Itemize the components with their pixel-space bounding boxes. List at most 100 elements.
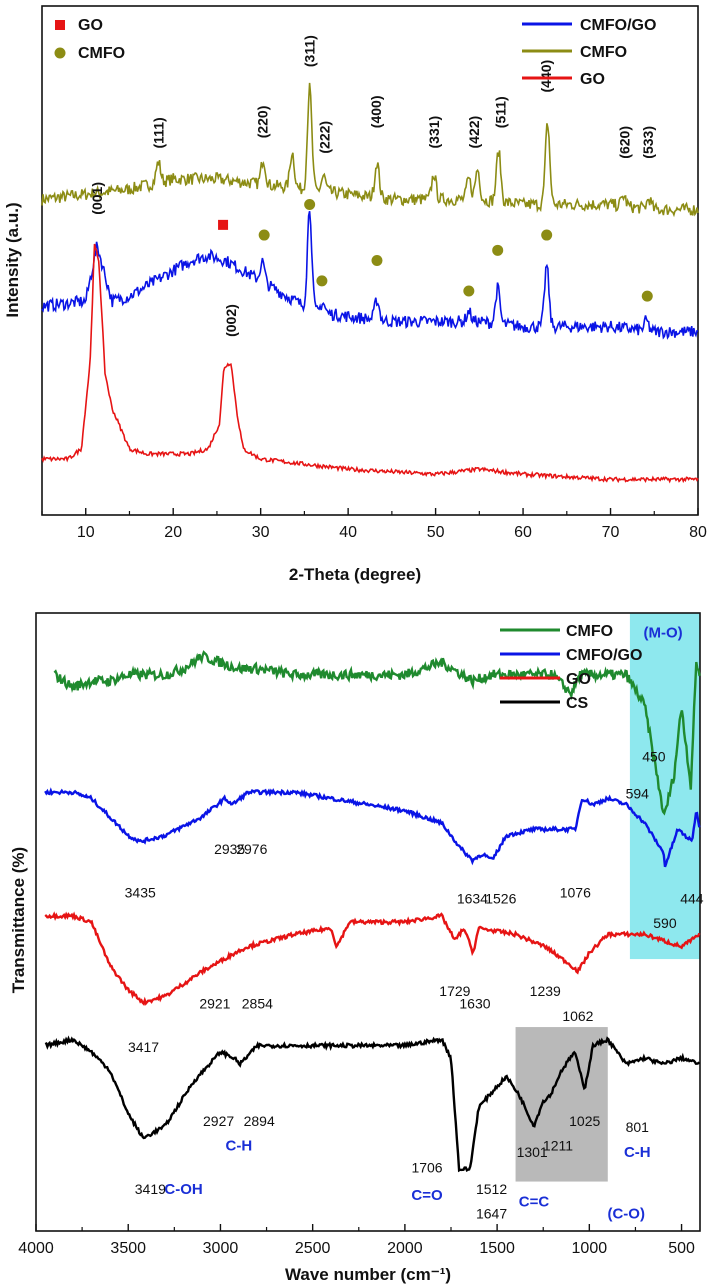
xrd-hkl-label: (400) (368, 96, 384, 129)
xrd-hkl-label: (220) (254, 106, 270, 139)
ftir-peak-label: 1512 (476, 1181, 507, 1197)
ftir-peak-label: 450 (642, 748, 666, 764)
cmfo-phase-marker (541, 229, 553, 241)
ftir-peak-label: 2854 (242, 996, 273, 1012)
xrd-hkl-label: (222) (317, 121, 333, 154)
ftir-chart: 4000 3500 3000 2500 2000 1500 1000 500 3435 2935… (9, 612, 704, 1284)
shaded-region-m-o (629, 613, 700, 960)
cmfo-phase-marker (258, 229, 270, 241)
xrd-left-legend-label: GO (78, 17, 103, 34)
ftir-peak-label: 1630 (459, 996, 490, 1012)
xrd-x-tick-label: 40 (339, 524, 357, 541)
ftir-x-tick-label: 2000 (387, 1240, 423, 1257)
ftir-peak-label: 2921 (199, 996, 230, 1012)
ftir-plot-frame (35, 612, 701, 1232)
ftir-x-tick-label: 1000 (572, 1240, 608, 1257)
ftir-series-cs (44, 1035, 701, 1173)
ftir-peak-label: 1076 (560, 884, 591, 900)
ftir-peak-label: 2927 (203, 1113, 234, 1129)
ftir-peak-label: 1647 (476, 1206, 507, 1222)
go-phase-marker (218, 219, 229, 230)
xrd-hkl-label: (331) (426, 116, 442, 149)
ftir-bond-label: C-H (226, 1138, 253, 1155)
xrd-y-axis-title: Intensity (a.u.) (3, 202, 22, 317)
cmfo-phase-marker (463, 285, 475, 297)
xrd-hkl-label: (422) (466, 116, 482, 149)
xrd-plot-frame (41, 5, 699, 516)
ftir-peak-label: 1729 (439, 983, 470, 999)
ftir-x-ticks: 4000 3500 3000 2500 2000 1500 1000 500 (18, 1224, 695, 1257)
ftir-peak-label: 801 (626, 1119, 650, 1135)
xrd-x-tick-label: 70 (602, 524, 620, 541)
ftir-peak-label: 1239 (530, 983, 561, 999)
xrd-chart: 10 20 30 40 50 60 70 80 (111) (220) (311) (222) (40… (3, 5, 707, 584)
xrd-x-axis-title: 2-Theta (degree) (289, 565, 421, 584)
xrd-x-tick-label: 60 (514, 524, 532, 541)
ftir-peak-label: 444 (680, 890, 704, 906)
ftir-peak-label: 594 (626, 785, 650, 801)
ftir-series-go (44, 911, 701, 1007)
ftir-peak-label: 2935 (214, 841, 245, 857)
ftir-peak-label: 3419 (135, 1181, 166, 1197)
ftir-legend-label: CMFO (566, 623, 613, 640)
xrd-legend: GO CMFO CMFO/GO CMFO GO (54, 17, 656, 88)
cmfo-phase-marker (316, 275, 328, 287)
ftir-series-cmfo (53, 650, 701, 816)
xrd-right-legend-label: GO (580, 71, 605, 88)
ftir-peak-label: 1301 (517, 1144, 548, 1160)
ftir-x-axis-title: Wave number (cm⁻¹) (285, 1265, 451, 1284)
legend-cmfo-circle-marker (54, 47, 66, 59)
xrd-x-tick-label: 50 (427, 524, 445, 541)
xrd-series-cmfo (41, 82, 699, 218)
xrd-hkl-label: (511) (492, 96, 508, 128)
xrd-hkl-label: (533) (640, 126, 656, 159)
ftir-peak-label: 1211 (543, 1138, 573, 1154)
ftir-bond-label: C-OH (164, 1181, 202, 1198)
xrd-left-legend-label: CMFO (78, 45, 125, 62)
xrd-x-ticks: 10 20 30 40 50 60 70 80 (41, 508, 707, 541)
ftir-legend-label: CMFO/GO (566, 647, 642, 664)
ftir-x-tick-label: 2500 (295, 1240, 331, 1257)
ftir-peak-label: 590 (653, 915, 677, 931)
ftir-shaded-regions (515, 613, 700, 1182)
ftir-bond-label: (C-O) (607, 1206, 645, 1223)
ftir-legend-label: CS (566, 695, 589, 712)
ftir-y-axis-title: Transmittance (%) (9, 847, 28, 993)
xrd-hkl-label: (002) (223, 304, 239, 337)
xrd-x-tick-label: 10 (77, 524, 95, 541)
cmfo-phase-marker (371, 255, 383, 266)
xrd-hkl-label: (001) (89, 182, 105, 215)
ftir-peak-label: 2894 (244, 1113, 275, 1129)
ftir-bond-label: C-H (624, 1144, 651, 1161)
xrd-x-tick-label: 20 (164, 524, 182, 541)
xrd-series-go (41, 243, 699, 484)
ftir-peak-label: 1025 (569, 1113, 600, 1129)
xrd-series-cmfo-go (41, 211, 699, 340)
ftir-x-tick-label: 4000 (18, 1240, 54, 1257)
xrd-phase-markers (218, 199, 653, 302)
cmfo-phase-marker (641, 290, 653, 302)
ftir-peak-label: 1062 (562, 1008, 593, 1024)
cmfo-phase-marker (304, 199, 316, 211)
xrd-hkl-label: (440) (538, 60, 554, 93)
cmfo-phase-marker (492, 244, 504, 256)
ftir-peak-label: 2976 (236, 841, 267, 857)
ftir-peak-label: 1634 (457, 890, 488, 906)
xrd-right-legend-label: CMFO (580, 44, 627, 61)
ftir-bond-label: (M-O) (644, 625, 683, 642)
ftir-series-cmfo-go (44, 787, 701, 868)
xrd-hkl-labels: (111) (220) (311) (222) (400) (331) (422) (511)… (89, 35, 656, 337)
ftir-x-tick-label: 3000 (203, 1240, 239, 1257)
ftir-bond-label: C=C (519, 1193, 550, 1210)
ftir-legend-label: GO (566, 671, 591, 688)
xrd-series (41, 82, 699, 484)
legend-go-square-marker (55, 20, 65, 30)
ftir-x-tick-label: 3500 (110, 1240, 146, 1257)
ftir-peak-label: 3417 (128, 1039, 159, 1055)
ftir-peak-label: 1706 (411, 1159, 442, 1175)
ftir-x-tick-label: 1500 (479, 1240, 515, 1257)
xrd-hkl-label: (620) (617, 126, 633, 159)
xrd-right-legend-label: CMFO/GO (580, 17, 656, 34)
